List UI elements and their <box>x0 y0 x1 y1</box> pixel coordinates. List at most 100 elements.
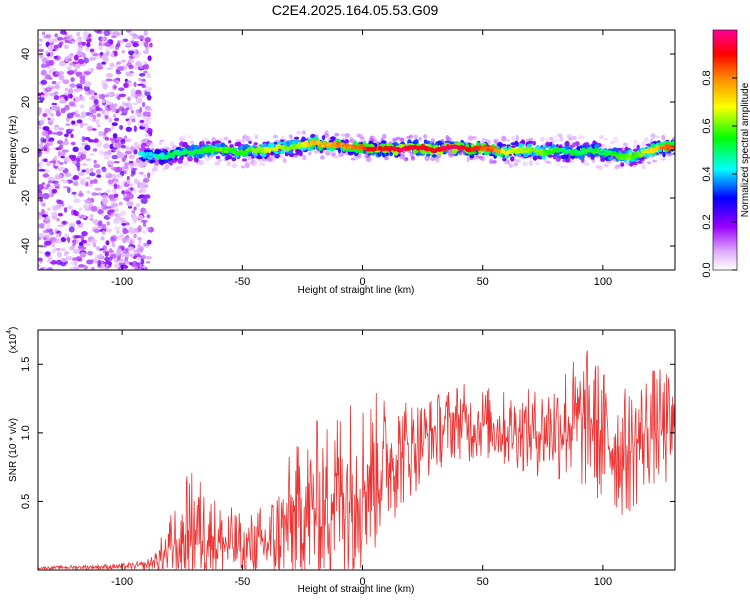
noise-speckle <box>44 240 52 246</box>
noise-speckle <box>86 42 91 48</box>
ridge-mark <box>385 152 390 156</box>
noise-speckle <box>60 166 66 171</box>
noise-speckle <box>65 251 70 255</box>
ridge-mark <box>435 156 440 163</box>
ridge-mark <box>602 138 609 141</box>
x-tick-label: -50 <box>234 576 250 588</box>
noise-speckle <box>128 58 134 64</box>
noise-speckle <box>46 233 53 240</box>
noise-speckle <box>40 267 44 270</box>
noise-speckle <box>38 184 44 191</box>
noise-speckle <box>59 96 65 102</box>
noise-speckle <box>132 227 139 234</box>
ridge-mark <box>243 150 249 156</box>
noise-speckle <box>38 233 45 238</box>
noise-speckle <box>89 179 94 185</box>
noise-speckle <box>127 96 131 102</box>
noise-speckle <box>38 125 42 130</box>
ridge-mark <box>210 150 215 154</box>
noise-speckle <box>143 174 147 178</box>
noise-speckle <box>98 130 104 137</box>
noise-speckle <box>84 81 92 87</box>
noise-speckle <box>44 108 52 115</box>
ridge-mark <box>513 162 519 167</box>
noise-speckle <box>137 243 142 249</box>
noise-speckle <box>121 50 125 53</box>
noise-speckle <box>113 161 120 164</box>
noise-speckle <box>121 222 127 226</box>
noise-speckle <box>145 38 151 43</box>
noise-speckle <box>84 201 93 205</box>
noise-speckle <box>116 230 120 234</box>
ridge-mark <box>227 161 231 166</box>
noise-speckle <box>77 214 82 218</box>
ridge-mark <box>573 135 577 141</box>
noise-speckle <box>53 156 58 161</box>
noise-speckle <box>76 88 83 92</box>
noise-speckle <box>91 192 98 196</box>
ridge-mark <box>177 165 183 169</box>
noise-speckle <box>38 213 41 218</box>
ridge-mark <box>508 164 515 168</box>
noise-speckle <box>124 150 132 155</box>
noise-speckle <box>112 188 117 195</box>
ridge-mark <box>177 159 183 164</box>
noise-speckle <box>137 237 142 241</box>
ridge-mark <box>302 130 306 135</box>
noise-speckle <box>57 36 63 41</box>
noise-speckle <box>144 134 150 137</box>
noise-speckle <box>59 151 63 156</box>
noise-speckle <box>91 51 96 56</box>
noise-speckle <box>74 96 81 103</box>
ridge-mark <box>191 151 196 156</box>
noise-speckle <box>133 233 137 239</box>
noise-speckle <box>77 171 85 176</box>
ridge-mark <box>321 135 326 141</box>
colorbar-tick-label: 0.0 <box>701 262 713 277</box>
noise-speckle <box>64 172 72 177</box>
ridge-mark <box>249 138 253 142</box>
noise-speckle <box>81 142 88 146</box>
ridge-mark <box>187 135 192 139</box>
noise-speckle <box>143 41 149 48</box>
noise-speckle <box>63 156 71 163</box>
ridge-mark <box>516 158 522 163</box>
x-tick-label: 100 <box>594 276 612 288</box>
noise-speckle <box>76 50 82 57</box>
noise-speckle <box>63 207 68 213</box>
noise-speckle <box>74 63 79 70</box>
noise-speckle <box>38 43 43 47</box>
noise-speckle <box>69 245 75 251</box>
noise-speckle <box>76 119 83 124</box>
ridge-mark <box>515 134 519 141</box>
noise-speckle <box>64 44 69 50</box>
noise-speckle <box>125 146 131 152</box>
noise-speckle <box>120 139 125 143</box>
noise-speckle <box>49 112 55 117</box>
noise-speckle <box>104 114 109 120</box>
noise-speckle <box>45 60 53 66</box>
noise-speckle <box>140 198 148 204</box>
noise-speckle <box>140 140 148 144</box>
ridge-mark <box>294 139 299 144</box>
noise-speckle <box>64 87 68 92</box>
noise-speckle <box>64 96 68 101</box>
noise-speckle <box>56 217 60 222</box>
ridge-mark <box>324 130 329 136</box>
noise-speckle <box>71 160 78 164</box>
noise-speckle <box>47 256 53 263</box>
noise-speckle <box>92 219 99 224</box>
noise-speckle <box>72 176 77 181</box>
noise-speckle <box>137 83 145 87</box>
noise-speckle <box>96 113 102 118</box>
ridge-mark <box>652 159 658 163</box>
noise-speckle <box>133 206 137 211</box>
ridge-mark <box>506 160 510 165</box>
noise-speckle <box>59 173 63 179</box>
noise-speckle <box>44 87 52 93</box>
x-tick-label: 0 <box>359 276 365 288</box>
noise-speckle <box>58 144 64 150</box>
noise-speckle <box>113 183 118 190</box>
noise-speckle <box>101 230 106 235</box>
noise-speckle <box>58 167 62 172</box>
